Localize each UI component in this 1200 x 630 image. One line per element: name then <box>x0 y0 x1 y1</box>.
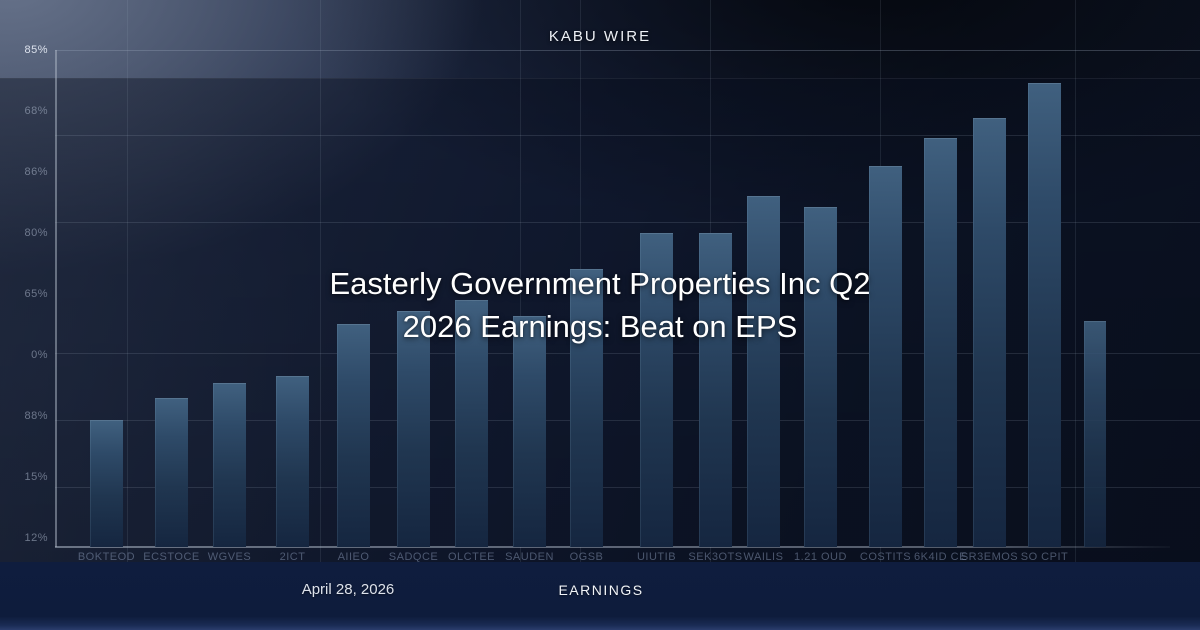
horizontal-gridline <box>55 222 1200 223</box>
bar <box>804 207 837 547</box>
bar <box>1028 82 1061 547</box>
x-axis-tick-label: ECSTOCE <box>143 551 200 563</box>
bar <box>1084 320 1106 547</box>
horizontal-gridline <box>55 420 1200 421</box>
bar <box>155 397 188 547</box>
x-axis-tick-label: OGSB <box>569 551 604 563</box>
article-title-line2: 2026 Earnings: Beat on EPS <box>402 309 798 344</box>
vertical-gridline <box>320 0 321 562</box>
bar <box>276 376 309 547</box>
bar <box>513 315 546 547</box>
bar <box>213 382 246 547</box>
bar <box>90 419 123 547</box>
bar <box>973 118 1006 547</box>
x-axis-tick-label: OLCTEE <box>447 551 495 563</box>
x-axis-line <box>55 546 1170 548</box>
bar <box>397 310 430 547</box>
bar <box>747 196 780 547</box>
bar <box>924 137 957 547</box>
y-axis-tick-label: 80% <box>24 227 48 239</box>
x-axis-tick-label: 2ICT <box>279 551 306 563</box>
x-axis-tick-label: BOKTEOD <box>77 551 136 563</box>
x-axis-tick-label: SO CPIT <box>1020 551 1069 563</box>
bar <box>570 269 603 547</box>
publish-date: April 28, 2026 <box>301 581 395 598</box>
article-title: Easterly Government Properties Inc Q2 20… <box>0 262 1200 348</box>
bar <box>455 299 488 547</box>
x-axis-tick-label: WGVES <box>207 551 252 563</box>
y-axis-tick-label: 88% <box>24 410 48 422</box>
bar <box>869 165 902 547</box>
article-title-line1: Easterly Government Properties Inc Q2 <box>329 266 871 301</box>
x-axis-tick-label: 6K4ID CE <box>914 551 967 563</box>
horizontal-gridline <box>55 487 1200 488</box>
horizontal-gridline <box>55 135 1200 136</box>
y-axis-tick-label: 15% <box>24 471 48 483</box>
y-axis-tick-label: 0% <box>31 349 48 361</box>
chart-top-border <box>55 50 1200 51</box>
vertical-gridline <box>127 0 128 562</box>
y-axis-tick-label: 65% <box>24 288 48 300</box>
vertical-gridline <box>1075 0 1076 562</box>
horizontal-gridline <box>55 353 1200 354</box>
x-axis-tick-label: 1.21 OUD <box>794 551 847 563</box>
brand-wordmark: KABU WIRE <box>548 28 652 45</box>
category-label: EARNINGS <box>558 582 644 598</box>
y-axis-tick-label: 86% <box>24 166 48 178</box>
x-axis-tick-label: UIUTIB <box>636 551 677 563</box>
x-axis-tick-label: SEK3OTS <box>688 551 743 563</box>
vertical-gridline <box>520 0 521 562</box>
x-axis-tick-label: COSTITS <box>859 551 912 563</box>
bar <box>337 323 370 547</box>
x-axis-tick-label: AIIEO <box>337 551 370 563</box>
bar <box>640 232 673 547</box>
footer-band: April 28, 2026 EARNINGS <box>0 562 1200 630</box>
y-axis-tick-label: 12% <box>24 532 48 544</box>
y-axis-tick-label: 85% <box>24 44 48 56</box>
x-axis-tick-label: SR3EMOS <box>960 551 1019 563</box>
bar <box>699 232 732 547</box>
y-axis-line <box>55 50 57 547</box>
x-axis-tick-label: WAILIS <box>743 551 784 563</box>
y-axis-tick-label: 68% <box>24 105 48 117</box>
x-axis-tick-label: SAUDEN <box>505 551 554 563</box>
x-axis-tick-label: SADQCE <box>388 551 439 563</box>
